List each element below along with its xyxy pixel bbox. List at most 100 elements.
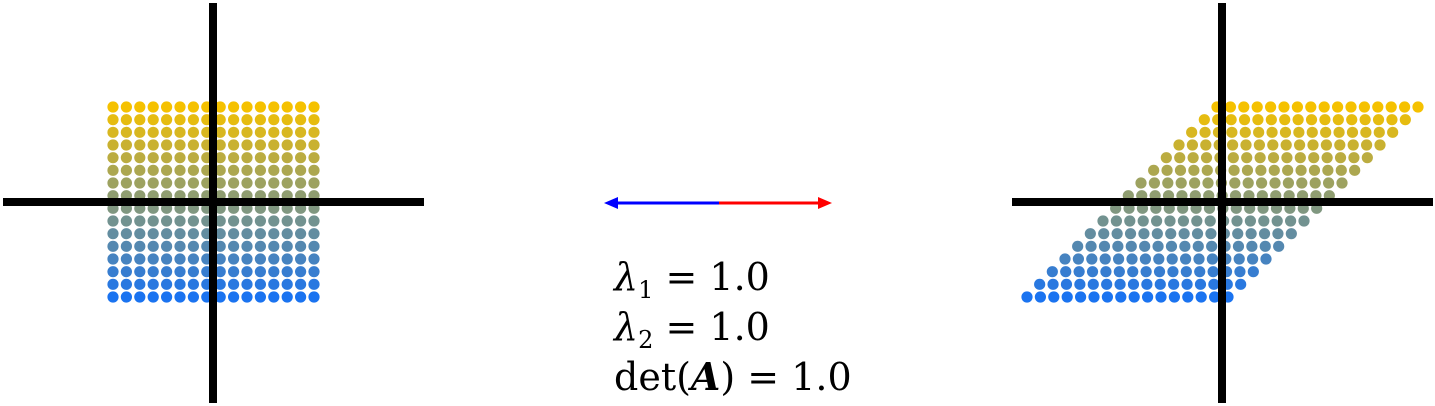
grid-dot (214, 152, 226, 164)
grid-dot (1346, 114, 1358, 126)
grid-dot (161, 228, 173, 240)
grid-dot (1321, 152, 1333, 164)
grid-dot (1205, 228, 1217, 240)
grid-dot (1318, 101, 1330, 113)
grid-dot (295, 177, 307, 189)
grid-dot (1229, 177, 1241, 189)
grid-dot (1087, 278, 1099, 290)
grid-dot (1165, 228, 1177, 240)
grid-dot (1174, 152, 1186, 164)
grid-dot (1373, 126, 1385, 138)
grid-dot (1240, 139, 1252, 151)
lambda-2-subscript: 2 (638, 326, 654, 354)
grid-dot (161, 240, 173, 252)
grid-dot (1266, 126, 1278, 138)
grid-dot (214, 101, 226, 113)
grid-dot (281, 266, 293, 278)
grid-dot (254, 152, 266, 164)
grid-dot (120, 215, 132, 227)
grid-dot (214, 278, 226, 290)
grid-dot (1267, 139, 1279, 151)
grid-dot (1323, 177, 1335, 189)
grid-dot (268, 139, 280, 151)
lambda-1-label: λ1 = 1.0 (614, 258, 770, 302)
grid-dot (120, 114, 132, 126)
grid-dot (1173, 139, 1185, 151)
grid-dot (1099, 253, 1111, 265)
grid-dot (161, 278, 173, 290)
grid-dot (1233, 253, 1245, 265)
lambda-2-value: = 1.0 (665, 305, 770, 349)
grid-dot (147, 291, 159, 303)
grid-dot (1074, 278, 1086, 290)
grid-dot (1160, 152, 1172, 164)
grid-dot (1195, 291, 1207, 303)
grid-dot (1177, 215, 1189, 227)
grid-dot (107, 228, 119, 240)
grid-dot (281, 177, 293, 189)
grid-dot (120, 240, 132, 252)
grid-dot (1307, 139, 1319, 151)
grid-dot (1412, 101, 1424, 113)
grid-dot (308, 164, 320, 176)
grid-dot (120, 152, 132, 164)
grid-dot (1186, 126, 1198, 138)
grid-dot (1194, 278, 1207, 290)
grid-dot (187, 152, 199, 164)
grid-dot (1268, 164, 1280, 176)
grid-dot (295, 228, 307, 240)
grid-dot (1359, 114, 1371, 126)
grid-dot (1235, 278, 1247, 290)
grid-dot (241, 101, 253, 113)
grid-dot (254, 291, 266, 303)
grid-dot (1294, 152, 1306, 164)
grid-dot (1086, 266, 1099, 278)
grid-dot (1251, 101, 1263, 113)
grid-dot (254, 240, 266, 252)
grid-dot (1155, 291, 1167, 303)
grid-dot (161, 253, 173, 265)
grid-dot (1279, 114, 1291, 126)
grid-dot (147, 266, 159, 278)
grid-dot (1072, 240, 1084, 252)
grid-dot (187, 101, 199, 113)
grid-dot (161, 101, 173, 113)
grid-dot (1148, 177, 1160, 189)
grid-dot (161, 177, 173, 189)
grid-dot (120, 228, 132, 240)
grid-dot (1194, 266, 1206, 278)
grid-dot (308, 101, 320, 113)
grid-dot (1126, 253, 1138, 265)
grid-dot (1168, 291, 1180, 303)
grid-dot (1101, 278, 1113, 290)
grid-dot (1226, 126, 1238, 138)
grid-dot (134, 278, 146, 290)
grid-dot (1204, 215, 1216, 227)
grid-dot (134, 126, 146, 138)
grid-dot (281, 139, 293, 151)
grid-dot (1232, 228, 1244, 240)
grid-dot (1189, 177, 1201, 189)
grid-dot (1247, 253, 1259, 265)
grid-dot (1021, 291, 1033, 303)
grid-dot (1139, 240, 1151, 252)
grid-dot (1259, 240, 1271, 252)
grid-dot (1124, 215, 1136, 227)
grid-dot (1034, 278, 1046, 290)
grid-dot (1164, 215, 1176, 227)
grid-dot (1227, 152, 1239, 164)
lambda-2-label: λ2 = 1.0 (614, 305, 770, 352)
grid-dot (187, 114, 199, 126)
grid-dot (1141, 278, 1153, 290)
grid-dot (268, 291, 280, 303)
grid-dot (308, 240, 320, 252)
grid-dot (1175, 177, 1187, 189)
grid-dot (1296, 177, 1308, 189)
grid-dot (241, 266, 253, 278)
grid-dot (120, 266, 132, 278)
grid-dot (1332, 101, 1344, 113)
grid-dot (1153, 253, 1165, 265)
grid-dot (174, 139, 186, 151)
grid-dot (174, 164, 186, 176)
grid-dot (1308, 152, 1320, 164)
